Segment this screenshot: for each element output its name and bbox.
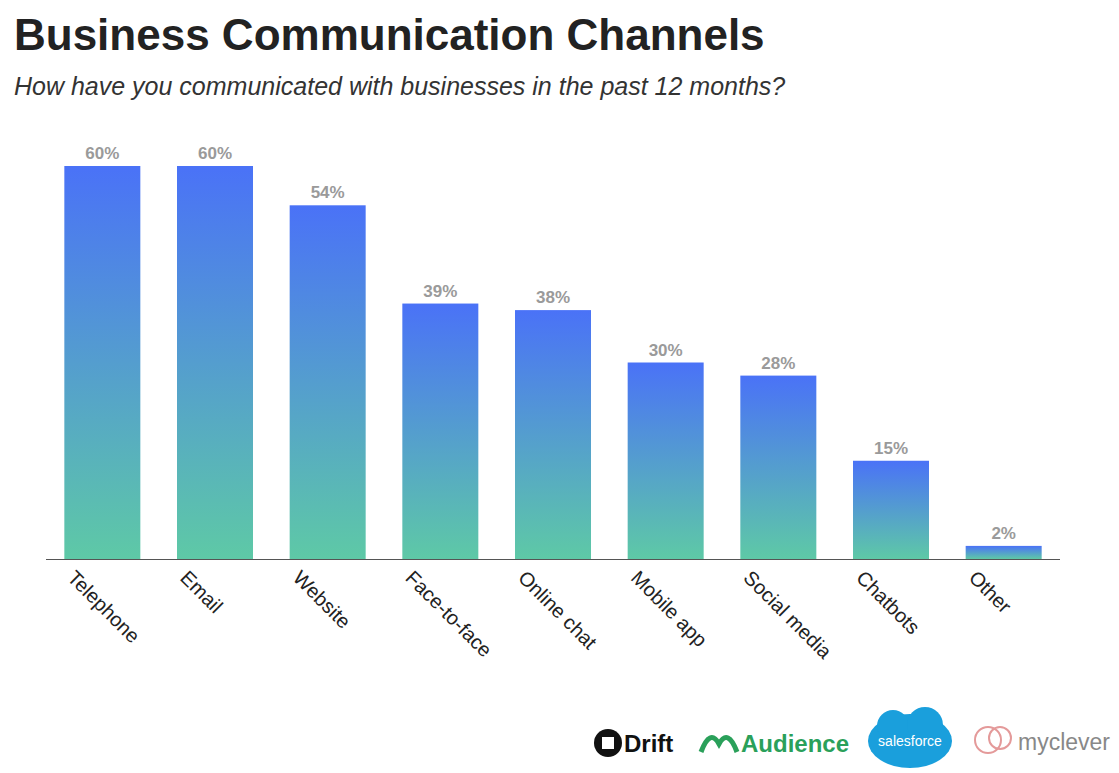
chart-root: Business Communication Channels How have … [0, 0, 1119, 773]
labels: 60% Telephone 60% Email 54% Website 39% Face-to… [64, 144, 1016, 663]
bar [740, 376, 816, 559]
bar [177, 166, 253, 559]
category-label: Online chat [514, 566, 601, 653]
data-label: 39% [423, 282, 457, 301]
bar [64, 166, 140, 559]
data-label: 60% [198, 144, 232, 163]
category-label: Chatbots [852, 566, 924, 638]
category-label: Website [289, 566, 355, 632]
category-label: Face-to-face [402, 566, 497, 661]
data-label: 38% [536, 288, 570, 307]
category-label: Social media [740, 566, 837, 663]
category-label: Other [965, 566, 1016, 617]
bar [402, 304, 478, 559]
logo-icon [701, 738, 737, 752]
category-label: Telephone [64, 566, 145, 647]
logo-text: Drift [624, 730, 673, 757]
bars [64, 166, 1041, 559]
data-label: 30% [649, 341, 683, 360]
data-label: 60% [85, 144, 119, 163]
bar [966, 546, 1042, 559]
logo-icon [602, 737, 614, 749]
bar [628, 363, 704, 560]
bar [290, 205, 366, 559]
subtitle: How have you communicated with businesse… [14, 72, 785, 100]
chart-svg: Business Communication Channels How have … [0, 0, 1119, 773]
logo-icon [594, 729, 622, 757]
bar [515, 310, 591, 559]
baseline [46, 559, 1060, 560]
category-label: Mobile app [627, 566, 712, 651]
logo-icon [989, 727, 1011, 749]
bar [853, 461, 929, 559]
logos: Drift Audience salesforce myclever [594, 707, 1110, 768]
data-label: 28% [761, 354, 795, 373]
logo-text: salesforce [878, 733, 942, 749]
logo-text: Audience [741, 730, 849, 757]
category-label: Email [176, 566, 227, 617]
data-label: 54% [311, 183, 345, 202]
title: Business Communication Channels [14, 10, 765, 59]
logo-text: myclever [1018, 729, 1110, 755]
data-label: 2% [991, 524, 1016, 543]
data-label: 15% [874, 439, 908, 458]
